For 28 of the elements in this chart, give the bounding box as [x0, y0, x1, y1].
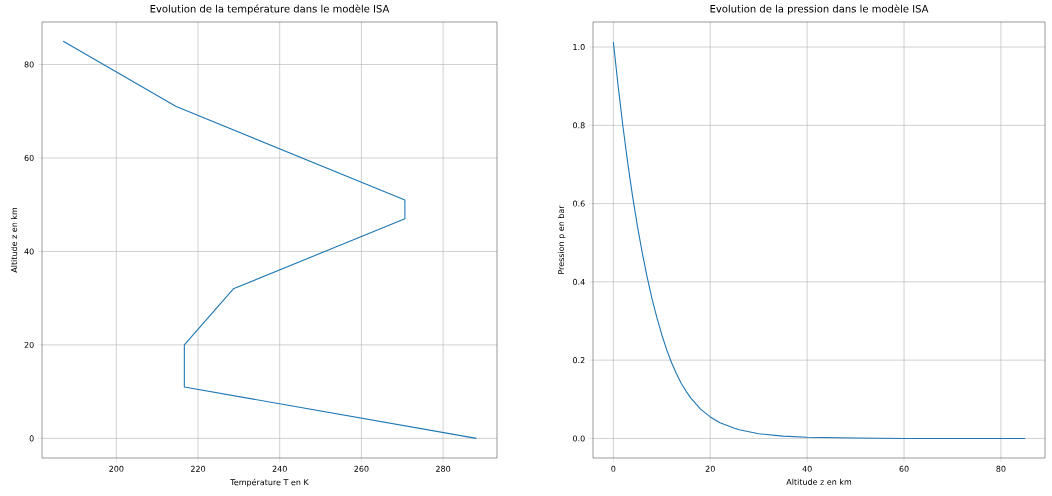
y-tick-label: 40	[24, 248, 34, 255]
line-series	[62, 40, 477, 439]
x-tick-label: 200	[109, 465, 124, 472]
x-tick-label: 0	[611, 465, 616, 472]
y-tick-label: 0.0	[573, 435, 585, 442]
x-tick-label: 220	[190, 465, 206, 472]
chart-title: Evolution de la température dans le modèle ISA	[150, 4, 390, 15]
x-axis-title: Température T en K	[230, 478, 309, 487]
y-tick-label: 1.0	[573, 44, 585, 51]
y-tick-label: 0	[29, 435, 34, 442]
y-tick-label: 60	[24, 154, 34, 161]
y-tick-label: 20	[24, 341, 34, 348]
x-tick-label: 280	[436, 465, 451, 472]
x-tick-label: 80	[996, 465, 1006, 472]
y-tick-label: 0.2	[573, 357, 585, 364]
y-axis-title: Pression p en bar	[557, 205, 566, 274]
y-tick-label: 80	[24, 61, 34, 68]
x-tick-label: 40	[802, 465, 812, 472]
x-tick-label: 20	[705, 465, 715, 472]
y-tick-label: 0.6	[573, 200, 585, 207]
x-tick-label: 260	[354, 465, 369, 472]
y-tick-label: 0.8	[573, 122, 585, 129]
x-tick-label: 240	[272, 465, 287, 472]
x-tick-label: 60	[899, 465, 909, 472]
y-tick-label: 0.4	[573, 278, 585, 285]
y-axis-title: Altitude z en km	[10, 207, 18, 273]
x-axis-title: Altitude z en km	[786, 478, 852, 485]
chart-title: Evolution de la pression dans le modèle ISA	[710, 4, 929, 15]
